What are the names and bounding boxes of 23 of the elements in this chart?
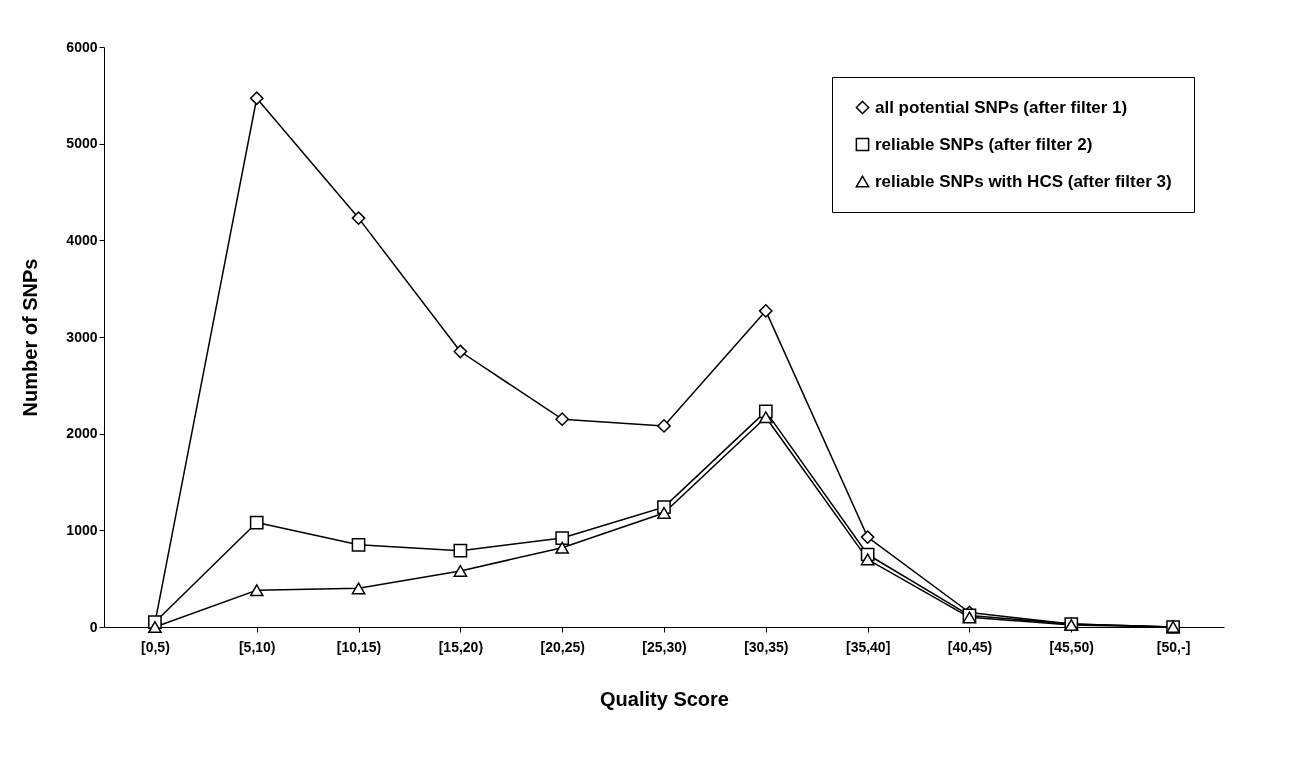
y-tick-label: 6000 (66, 38, 98, 55)
y-tick-label: 1000 (66, 521, 98, 538)
x-tick-label: [25,30) (642, 638, 687, 655)
y-tick-label: 4000 (66, 231, 98, 248)
x-tick-label: [15,20) (438, 638, 484, 655)
x-tick-label: [20,25) (540, 638, 585, 655)
legend-label: reliable SNPs with HCS (after filter 3) (875, 171, 1172, 191)
x-tick-label: [35,40] (845, 638, 891, 655)
y-tick-label: 0 (89, 618, 98, 635)
y-tick-label: 5000 (66, 135, 98, 152)
x-tick-label: [40,45) (947, 638, 993, 655)
x-tick-label: [10,15) (336, 638, 382, 655)
x-tick-label: [5,10) (238, 638, 276, 655)
x-tick-label: [0,5) (141, 638, 170, 655)
x-tick-label: [30,35) (744, 638, 789, 655)
x-tick-label: [50,-] (1156, 638, 1191, 655)
x-tick-label: [45,50) (1049, 638, 1094, 655)
x-axis-title: Quality Score (600, 687, 729, 710)
legend-label: reliable SNPs (after filter 2) (875, 134, 1093, 154)
y-tick-label: 2000 (66, 425, 98, 442)
legend-label: all potential SNPs (after filter 1) (875, 97, 1128, 117)
y-tick-label: 3000 (66, 328, 98, 345)
y-axis-title: Number of SNPs (19, 258, 42, 417)
